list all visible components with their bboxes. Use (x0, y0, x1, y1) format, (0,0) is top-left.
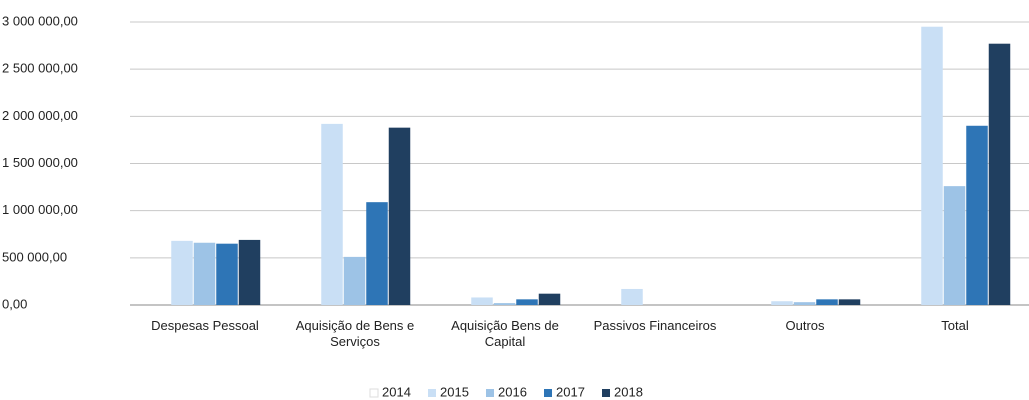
legend-label: 2016 (498, 384, 527, 399)
y-tick-label: 2 500 000,00 (2, 61, 78, 76)
bar (321, 123, 343, 305)
y-tick-label: 3 000 000,00 (2, 13, 78, 28)
bar (471, 297, 493, 305)
bar (621, 288, 643, 305)
legend-swatch (486, 389, 494, 397)
bar (793, 302, 816, 305)
bar (216, 243, 238, 305)
y-tick-label: 1 500 000,00 (2, 155, 78, 170)
y-tick-label: 0,00 (2, 296, 27, 311)
bar (943, 186, 966, 305)
bar (388, 127, 411, 305)
legend-label: 2018 (614, 384, 643, 399)
bar (366, 202, 388, 305)
legend-swatch (428, 389, 436, 397)
x-tick-label: Total (941, 318, 969, 333)
x-tick-label: Despesas Pessoal (151, 318, 259, 333)
x-tick-label: Aquisição Bens de Capital (451, 318, 559, 349)
bar (516, 299, 538, 305)
bar (921, 26, 943, 305)
bar (171, 240, 193, 305)
bar (838, 299, 861, 305)
x-tick-label: Aquisição de Bens e Serviços (295, 318, 415, 349)
bar (816, 299, 838, 305)
bar (343, 256, 366, 305)
y-tick-label: 500 000,00 (2, 249, 67, 264)
x-tick-label: Passivos Financeiros (593, 318, 717, 333)
legend-swatch (544, 389, 552, 397)
x-tick-label: Outros (785, 318, 825, 333)
y-tick-label: 1 000 000,00 (2, 202, 78, 217)
bar (966, 125, 988, 306)
legend-label: 2015 (440, 384, 469, 399)
y-tick-label: 2 000 000,00 (2, 108, 78, 123)
legend-label: 2014 (382, 384, 411, 399)
legend-label: 2017 (556, 384, 585, 399)
legend-swatch (602, 389, 610, 397)
legend-swatch (369, 388, 379, 398)
bar (771, 301, 793, 305)
bar (538, 293, 561, 305)
bar (238, 239, 261, 305)
bar (493, 303, 516, 305)
bar (193, 242, 216, 305)
bar (988, 43, 1011, 306)
